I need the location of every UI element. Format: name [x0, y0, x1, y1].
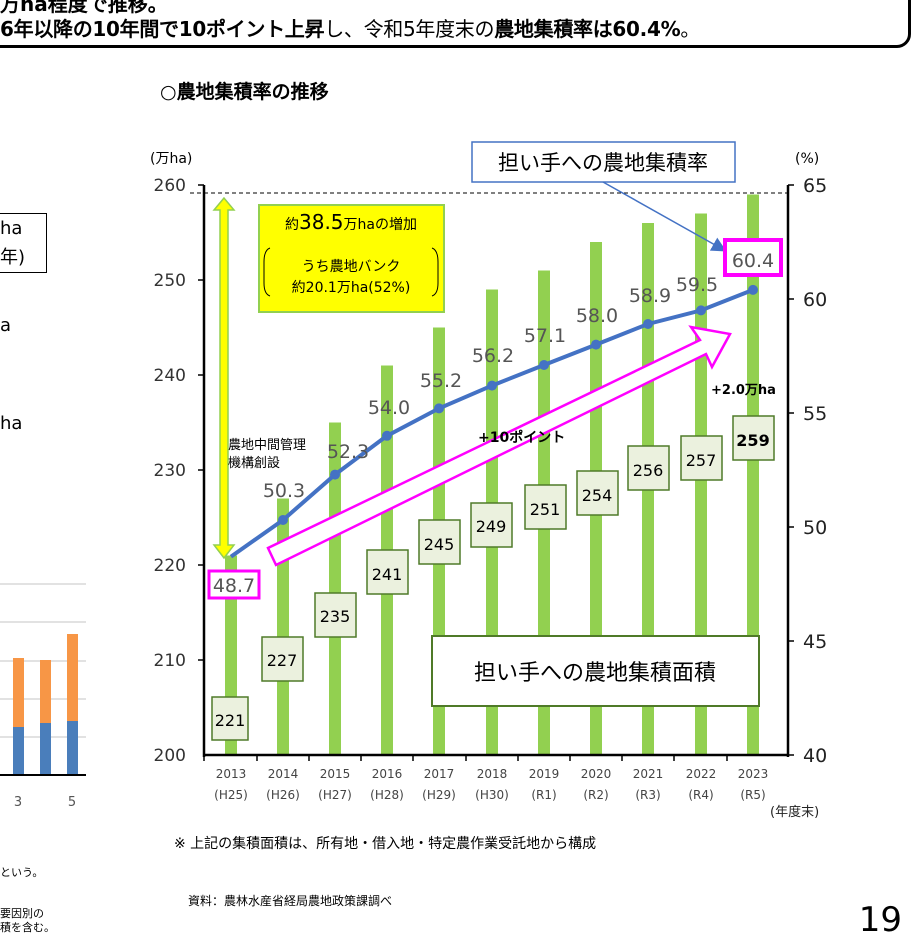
increase-double-arrow — [212, 196, 236, 560]
svg-text:2022: 2022 — [686, 767, 717, 781]
left-note-c: 積を含む。 — [0, 921, 55, 934]
mini-stacked-bar-chart: 3 5 — [0, 583, 86, 810]
left-text-b: ha — [0, 413, 23, 434]
source-note: 資料：農林水産省経局農地政策課調べ — [188, 894, 393, 908]
svg-text:250: 250 — [154, 271, 186, 291]
svg-text:2020: 2020 — [581, 767, 612, 781]
footnote: ※ 上記の集積面積は、所有地・借入地・特定農作業受託地から構成 — [174, 836, 597, 852]
svg-text:45: 45 — [803, 631, 827, 653]
svg-text:58.9: 58.9 — [629, 285, 671, 307]
svg-text:(H25): (H25) — [214, 788, 248, 802]
svg-text:2015: 2015 — [320, 767, 351, 781]
svg-text:(H27): (H27) — [318, 788, 352, 802]
start-rate-highlight — [207, 569, 261, 600]
chart-title: ○農地集積率の推移 — [160, 81, 329, 103]
x-axis-label: (年度末) — [770, 804, 819, 820]
svg-text:210: 210 — [154, 651, 186, 671]
svg-text:+10ポイント: +10ポイント — [478, 429, 565, 446]
svg-text:2023: 2023 — [738, 767, 769, 781]
svg-text:220: 220 — [154, 556, 186, 576]
svg-text:+2.0万ha: +2.0万ha — [711, 383, 776, 398]
svg-text:56.2: 56.2 — [472, 345, 514, 367]
svg-text:約20.1万ha(52%): 約20.1万ha(52%) — [292, 280, 411, 296]
svg-text:58.0: 58.0 — [576, 305, 618, 327]
svg-text:(R2): (R2) — [583, 788, 608, 802]
svg-text:59.5: 59.5 — [676, 274, 718, 296]
left-box-line-2: 年) — [0, 247, 26, 268]
svg-text:2018: 2018 — [477, 767, 508, 781]
svg-text:5: 5 — [68, 795, 76, 810]
svg-text:(R1): (R1) — [531, 788, 556, 802]
bar-value-labels: 221 227 235 241 245 249 251 254 256 257 … — [211, 415, 775, 741]
svg-text:2017: 2017 — [424, 767, 455, 781]
svg-text:担い手への農地集積面積: 担い手への農地集積面積 — [474, 661, 716, 686]
svg-text:2016: 2016 — [372, 767, 403, 781]
svg-text:52.3: 52.3 — [327, 441, 369, 463]
rate-callout: 担い手への農地集積率 — [471, 141, 736, 252]
svg-text:257: 257 — [686, 451, 717, 470]
svg-text:(H26): (H26) — [266, 788, 300, 802]
svg-text:2019: 2019 — [529, 767, 560, 781]
left-note-b: 要因別の — [0, 907, 44, 920]
svg-text:3: 3 — [14, 795, 22, 810]
svg-text:54.0: 54.0 — [368, 397, 410, 419]
svg-text:50: 50 — [803, 517, 827, 539]
svg-text:うち農地バンク: うち農地バンク — [302, 259, 401, 275]
svg-text:235: 235 — [320, 607, 351, 626]
left-info-box — [0, 213, 47, 273]
svg-text:(H30): (H30) — [475, 788, 509, 802]
end-rate-highlight — [723, 238, 783, 277]
svg-text:農地中間管理: 農地中間管理 — [228, 438, 306, 453]
svg-text:57.1: 57.1 — [524, 325, 566, 347]
svg-text:60: 60 — [803, 289, 827, 311]
svg-text:221: 221 — [215, 711, 246, 730]
svg-text:256: 256 — [633, 461, 664, 480]
left-note-a: という。 — [0, 866, 44, 879]
svg-text:230: 230 — [154, 461, 186, 481]
svg-text:200: 200 — [154, 746, 186, 766]
svg-text:60.4: 60.4 — [732, 250, 774, 272]
svg-text:(R3): (R3) — [635, 788, 660, 802]
svg-text:55: 55 — [803, 403, 827, 425]
svg-text:55.2: 55.2 — [420, 370, 462, 392]
svg-text:259: 259 — [736, 431, 769, 450]
svg-text:50.3: 50.3 — [263, 480, 305, 502]
svg-text:(R4): (R4) — [688, 788, 713, 802]
plus-ten-arrow — [266, 325, 732, 567]
svg-text:241: 241 — [372, 565, 403, 584]
svg-text:(H29): (H29) — [422, 788, 456, 802]
svg-text:2013: 2013 — [216, 767, 247, 781]
svg-text:227: 227 — [267, 651, 298, 670]
svg-text:251: 251 — [530, 500, 561, 519]
svg-text:(H28): (H28) — [370, 788, 404, 802]
page-number: 19 — [858, 900, 902, 940]
summary-line-1: 万ha程度で推移。 — [0, 0, 168, 16]
svg-text:254: 254 — [582, 486, 613, 505]
left-box-line-1: ha — [0, 218, 23, 239]
left-axis-unit: (万ha) — [150, 151, 192, 167]
area-callout: 担い手への農地集積面積 — [431, 635, 760, 707]
svg-text:48.7: 48.7 — [213, 575, 255, 597]
svg-text:40: 40 — [803, 745, 827, 767]
svg-text:245: 245 — [424, 535, 455, 554]
svg-text:担い手への農地集積率: 担い手への農地集積率 — [498, 151, 708, 175]
svg-text:機構創設: 機構創設 — [228, 455, 280, 471]
svg-text:65: 65 — [803, 175, 827, 197]
left-text-a: a — [0, 315, 12, 336]
svg-text:2021: 2021 — [633, 767, 664, 781]
summary-box — [0, 0, 911, 48]
svg-text:240: 240 — [154, 366, 186, 386]
increase-annotation-box: 約38.5万haの増加 うち農地バンク 約20.1万ha(52%) — [258, 204, 445, 313]
summary-line-2: 6年以降の10年間で10ポイント上昇し、令和5年度末の農地集積率は60.4%。 — [0, 17, 701, 41]
svg-text:2014: 2014 — [268, 767, 299, 781]
svg-text:249: 249 — [476, 517, 507, 536]
svg-text:約38.5万haの増加: 約38.5万haの増加 — [285, 210, 417, 234]
svg-text:260: 260 — [154, 176, 186, 196]
right-axis-unit: (%) — [795, 151, 819, 167]
svg-text:(R5): (R5) — [740, 788, 765, 802]
